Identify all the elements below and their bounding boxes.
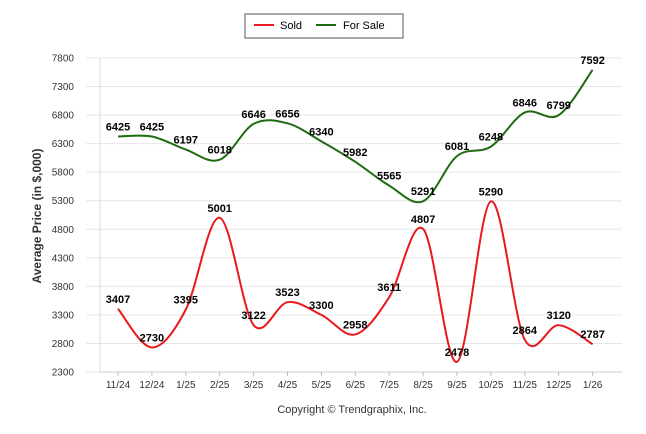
y-tick-label: 5800 xyxy=(52,168,75,179)
x-tick-label: 6/25 xyxy=(346,380,366,391)
copyright-footer: Copyright © Trendgraphix, Inc. xyxy=(277,404,426,416)
data-label-sold: 3611 xyxy=(377,282,401,294)
data-label-for-sale: 6425 xyxy=(140,122,164,134)
data-label-for-sale: 6846 xyxy=(513,97,537,109)
axes: 2300 2800 3300 3800 4300 4800 5300 5800 6300 6800… xyxy=(52,54,622,391)
legend-label-for-sale: For Sale xyxy=(343,20,385,32)
y-axis-title: Average Price (in $,000) xyxy=(30,149,44,284)
legend-label-sold: Sold xyxy=(280,20,302,32)
x-tick-label: 4/25 xyxy=(278,380,298,391)
x-tick-label: 12/25 xyxy=(546,380,571,391)
data-label-for-sale: 7592 xyxy=(580,55,604,67)
y-tick-label: 6800 xyxy=(52,111,75,122)
data-label-sold: 4807 xyxy=(411,214,435,226)
x-tick-label: 7/25 xyxy=(379,380,399,391)
data-label-sold: 2958 xyxy=(343,319,367,331)
data-label-sold: 3523 xyxy=(275,287,299,299)
series xyxy=(117,69,594,363)
legend: Sold For Sale xyxy=(244,13,404,39)
data-label-for-sale: 6656 xyxy=(275,108,299,120)
y-tick-label: 7800 xyxy=(52,54,75,65)
grid xyxy=(86,57,622,373)
data-label-sold: 2478 xyxy=(445,347,469,359)
x-tick-label: 5/25 xyxy=(312,380,332,391)
x-tick-label: 1/26 xyxy=(583,380,603,391)
data-label-sold: 2787 xyxy=(580,329,604,341)
y-tick-label: 6300 xyxy=(52,139,75,150)
y-tick-label: 4800 xyxy=(52,225,75,236)
data-label-sold: 5290 xyxy=(479,186,503,198)
data-label-for-sale: 6018 xyxy=(207,145,231,157)
y-tick-label: 7300 xyxy=(52,82,75,93)
series-line-sold xyxy=(117,200,594,363)
data-labels: 3407 2730 3395 5001 3122 3523 3300 2958 3611 4807… xyxy=(106,55,605,359)
data-label-for-sale: 5565 xyxy=(377,171,401,183)
data-label-sold: 3395 xyxy=(174,294,198,306)
data-label-for-sale: 5291 xyxy=(411,186,435,198)
data-label-for-sale: 6425 xyxy=(106,122,130,134)
data-label-for-sale: 6646 xyxy=(241,109,265,121)
y-tick-label: 3300 xyxy=(52,310,75,321)
data-label-for-sale: 6799 xyxy=(546,100,570,112)
x-tick-label: 12/24 xyxy=(139,380,164,391)
x-tick-label: 10/25 xyxy=(478,380,503,391)
data-label-for-sale: 6081 xyxy=(445,141,469,153)
y-tick-label: 2300 xyxy=(52,368,75,379)
data-label-sold: 2730 xyxy=(140,332,164,344)
x-tick-label: 11/25 xyxy=(513,380,538,391)
data-label-for-sale: 6340 xyxy=(309,126,333,138)
y-tick-label: 2800 xyxy=(52,339,75,350)
x-tick-label: 8/25 xyxy=(413,380,433,391)
x-tick-label: 2/25 xyxy=(210,380,230,391)
y-tick-label: 4300 xyxy=(52,253,75,264)
series-line-for-sale xyxy=(117,69,594,204)
data-label-sold: 2864 xyxy=(513,325,538,337)
data-label-sold: 3122 xyxy=(241,310,265,322)
data-label-sold: 3300 xyxy=(309,300,333,312)
x-tick-label: 1/25 xyxy=(176,380,196,391)
y-tick-label: 3800 xyxy=(52,282,75,293)
data-label-for-sale: 6248 xyxy=(479,132,503,144)
y-tick-label: 5300 xyxy=(52,196,75,207)
data-label-sold: 3407 xyxy=(106,294,130,306)
data-label-sold: 3120 xyxy=(546,310,570,322)
data-label-sold: 5001 xyxy=(207,203,231,215)
x-tick-label: 3/25 xyxy=(244,380,264,391)
x-tick-label: 9/25 xyxy=(447,380,467,391)
data-label-for-sale: 5982 xyxy=(343,147,367,159)
x-tick-label: 11/24 xyxy=(106,380,131,391)
data-label-for-sale: 6197 xyxy=(174,135,198,147)
